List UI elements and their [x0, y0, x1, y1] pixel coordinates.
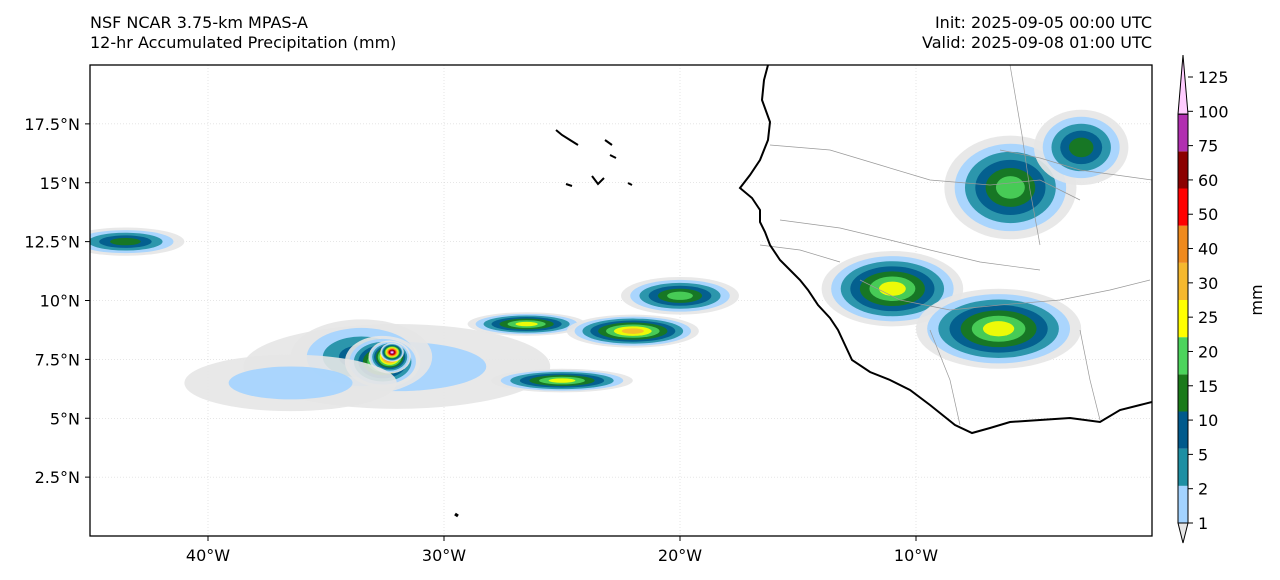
- colorbar-segment: [1178, 411, 1188, 449]
- colorbar-segment: [1178, 114, 1188, 152]
- small-island: [454, 512, 459, 518]
- colorbar-level-label: 40: [1198, 240, 1218, 259]
- colorbar-level-label: 10: [1198, 411, 1218, 430]
- colorbar-segment: [1178, 188, 1188, 226]
- time-info-block: Init: 2025-09-05 00:00 UTC Valid: 2025-0…: [922, 13, 1152, 53]
- colorbar-segment: [1178, 448, 1188, 486]
- lat-tick-label: 5°N: [50, 409, 80, 428]
- colorbar-segment: [1178, 485, 1188, 523]
- lon-tick-label: 20°W: [658, 546, 702, 565]
- precip-cell: [621, 276, 739, 315]
- colorbar-segment: [1178, 374, 1188, 412]
- precip-contour: [548, 378, 576, 383]
- colorbar-level-label: 5: [1198, 445, 1208, 464]
- border-line: [1079, 329, 1101, 421]
- border-line: [759, 244, 841, 263]
- precip-cell: [821, 251, 964, 327]
- lon-tick-label: 30°W: [422, 546, 466, 565]
- lon-tick-label: 40°W: [186, 546, 230, 565]
- colorbar-frame: [1177, 113, 1189, 524]
- colorbar-level-label: 2: [1198, 480, 1208, 499]
- cape-verde-north-islands: [555, 129, 617, 159]
- colorbar-level-label: 125: [1198, 68, 1229, 87]
- border-line: [1009, 65, 1041, 246]
- field-title: 12-hr Accumulated Precipitation (mm): [90, 33, 397, 52]
- precip-cell: [1034, 109, 1129, 186]
- lat-tick-label: 17.5°N: [24, 115, 80, 134]
- colorbar-level-label: 30: [1198, 274, 1218, 293]
- coastline: [454, 65, 1152, 518]
- colorbar-level-label: 1: [1198, 514, 1208, 533]
- colorbar-segment: [1178, 337, 1188, 375]
- colorbar-level-label: 100: [1198, 102, 1229, 121]
- precip-contour: [879, 281, 906, 296]
- init-time: Init: 2025-09-05 00:00 UTC: [934, 13, 1152, 32]
- precip-contour: [982, 321, 1015, 337]
- cape-verde-south-islands: [565, 175, 633, 187]
- precip-cell: [90, 227, 185, 256]
- valid-time: Valid: 2025-09-08 01:00 UTC: [921, 33, 1152, 52]
- precipitation-field: [90, 109, 1129, 412]
- lat-tick-label: 7.5°N: [35, 350, 80, 369]
- latitude-axis: 17.5°N 15°N 12.5°N 10°N 7.5°N 5°N 2.5°N: [24, 115, 90, 487]
- map-title-block: NSF NCAR 3.75-km MPAS-A 12-hr Accumulate…: [90, 13, 396, 53]
- lon-tick-label: 10°W: [894, 546, 938, 565]
- border-line: [779, 219, 1041, 271]
- border-line: [929, 329, 961, 426]
- colorbar-max-extend: [1177, 54, 1189, 115]
- africa-coastline: [738, 65, 1152, 435]
- map-panel: [89, 64, 1153, 537]
- precip-cell: [380, 342, 404, 362]
- precip-contour: [228, 366, 353, 400]
- precip-contour: [110, 237, 141, 246]
- lat-tick-label: 15°N: [40, 174, 80, 193]
- colorbar-segment: [1178, 151, 1188, 189]
- colorbar-level-label: 60: [1198, 171, 1218, 190]
- precip-contour: [995, 176, 1025, 199]
- model-title: NSF NCAR 3.75-km MPAS-A: [90, 13, 308, 32]
- lat-tick-label: 10°N: [40, 292, 80, 311]
- lat-tick-label: 12.5°N: [24, 233, 80, 252]
- precip-contour: [667, 291, 693, 300]
- precip-contour: [1068, 137, 1094, 158]
- border-line: [999, 149, 1152, 181]
- colorbar-min-extend: [1177, 522, 1189, 544]
- colorbar-segment: [1178, 262, 1188, 300]
- colorbar-segment: [1178, 225, 1188, 263]
- colorbar-level-label: 50: [1198, 205, 1218, 224]
- lat-tick-label: 2.5°N: [35, 468, 80, 487]
- precip-cell: [467, 312, 586, 336]
- precip-cell: [184, 354, 397, 412]
- border-line: [859, 279, 1151, 311]
- colorbar-level-label: 75: [1198, 137, 1218, 156]
- precip-contour: [515, 321, 538, 327]
- colorbar-segment: [1178, 300, 1188, 338]
- colorbar-level-label: 25: [1198, 308, 1218, 327]
- longitude-axis: 40°W 30°W 20°W 10°W: [186, 536, 938, 565]
- precip-cell: [916, 288, 1082, 369]
- country-borders: [759, 65, 1152, 426]
- colorbar-unit-label: mm: [1247, 284, 1266, 315]
- precip-cell: [491, 368, 633, 393]
- precip-cell: [566, 314, 699, 348]
- colorbar-level-label: 20: [1198, 342, 1218, 361]
- border-line: [769, 144, 1081, 201]
- colorbar-level-label: 15: [1198, 377, 1218, 396]
- precip-contour: [390, 351, 394, 354]
- precip-contour: [621, 328, 644, 334]
